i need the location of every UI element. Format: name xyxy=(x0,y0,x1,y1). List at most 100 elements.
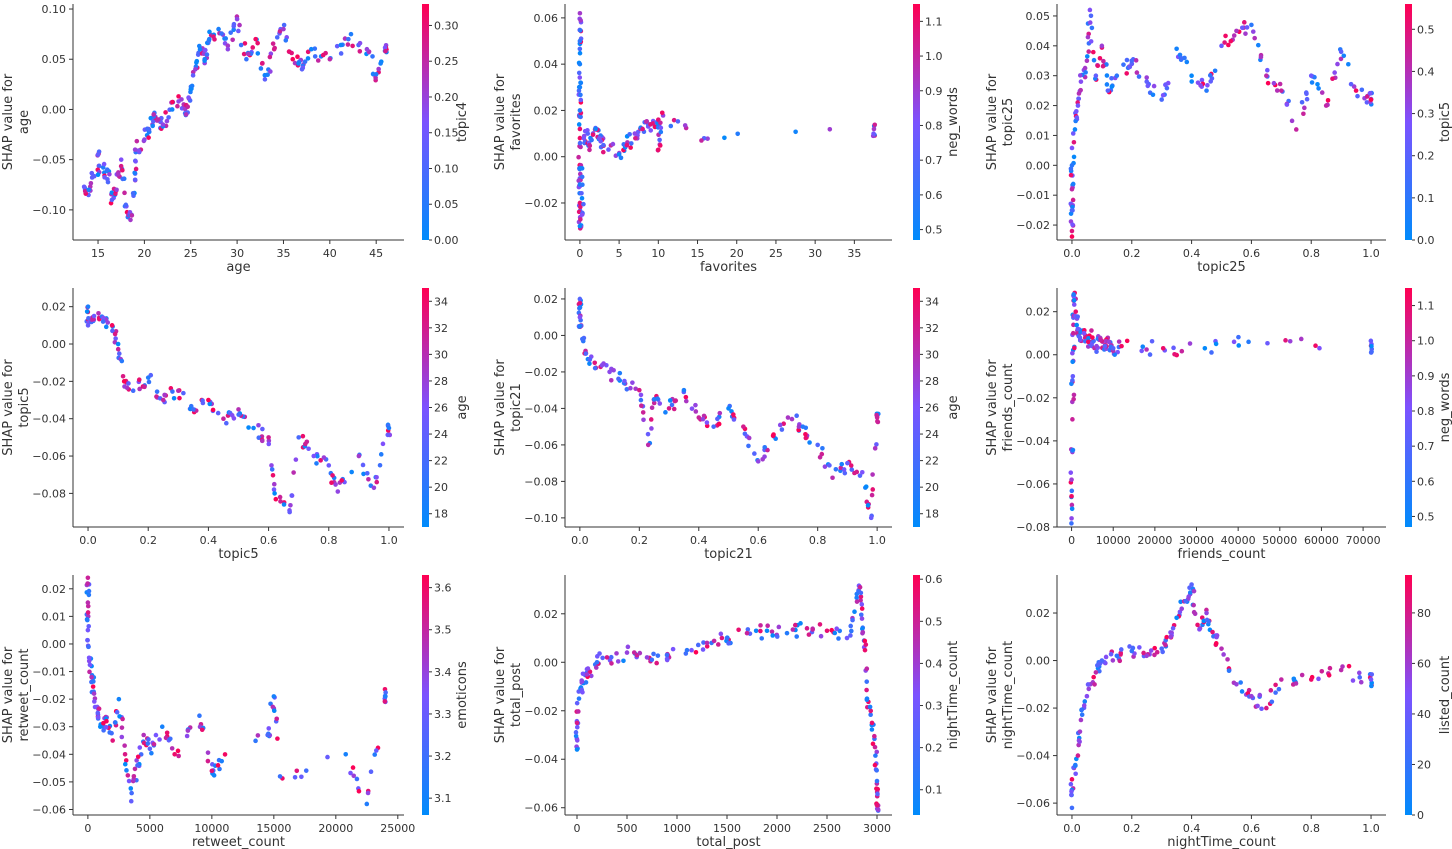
scatter-point xyxy=(715,416,720,422)
scatter-point xyxy=(85,603,91,609)
y-tick-label: 0.00 xyxy=(534,329,559,342)
scatter-point xyxy=(228,30,233,35)
scatter-point xyxy=(875,791,880,797)
y-tick-label: 0.02 xyxy=(534,104,559,117)
scatter-point xyxy=(81,184,87,190)
scatter-point xyxy=(794,413,799,418)
scatter-point xyxy=(131,774,137,779)
scatter-point xyxy=(1068,470,1074,475)
scatter-point xyxy=(1187,341,1193,346)
scatter-point xyxy=(848,463,854,468)
colorbar-tick-label: 0.10 xyxy=(434,162,459,175)
scatter-point xyxy=(185,728,191,733)
scatter-point xyxy=(1283,338,1288,343)
scatter-point xyxy=(637,650,643,656)
scatter-point xyxy=(288,503,293,508)
scatter-point xyxy=(115,171,121,177)
scatter-point xyxy=(290,56,296,62)
scatter-point xyxy=(640,126,645,132)
scatter-point xyxy=(577,300,583,306)
scatter-point xyxy=(1163,642,1168,648)
scatter-point xyxy=(577,135,583,141)
scatter-point xyxy=(181,390,186,396)
scatter-point xyxy=(236,407,241,412)
scatter-point xyxy=(1069,234,1075,239)
scatter-point xyxy=(1116,339,1122,344)
scatter-point xyxy=(1112,352,1118,357)
scatter-point xyxy=(325,754,330,760)
scatter-point xyxy=(1172,351,1177,357)
x-tick-label: 0.6 xyxy=(260,534,278,547)
scatter-point xyxy=(85,600,91,605)
x-tick-label: 15 xyxy=(91,247,105,260)
scatter-point xyxy=(253,36,258,42)
scatter-point xyxy=(1265,80,1271,86)
scatter-point xyxy=(86,187,92,193)
colorbar-tick-label: 26 xyxy=(925,402,939,415)
scatter-point xyxy=(85,323,91,328)
colorbar-tick-label: 0.9 xyxy=(1417,370,1435,383)
scatter-point xyxy=(726,406,731,411)
scatter-point xyxy=(266,435,271,440)
y-tick-label: 0.01 xyxy=(1026,129,1051,142)
scatter-point xyxy=(1091,674,1096,680)
scatter-point xyxy=(132,177,138,183)
x-tick-label: 20000 xyxy=(1137,534,1172,547)
scatter-point xyxy=(1084,54,1090,59)
scatter-point xyxy=(1134,70,1140,75)
scatter-point xyxy=(874,803,880,808)
scatter-point xyxy=(806,632,812,637)
scatter-point xyxy=(615,659,621,664)
x-tick-label: 0 xyxy=(574,822,581,835)
colorbar-tick-label: 0.8 xyxy=(1417,405,1435,418)
scatter-point xyxy=(1154,649,1160,655)
scatter-point xyxy=(368,769,374,775)
scatter-point xyxy=(641,417,646,423)
scatter-point xyxy=(1255,42,1261,48)
scatter-point xyxy=(1316,86,1321,91)
scatter-point xyxy=(1327,665,1333,671)
scatter-point xyxy=(1206,619,1211,624)
colorbar-tick-label: 28 xyxy=(925,375,939,388)
scatter-point xyxy=(609,661,614,666)
scatter-point xyxy=(735,131,741,137)
scatter-point xyxy=(1225,657,1230,662)
scatter-point xyxy=(259,438,265,444)
colorbar-tick-label: 0.4 xyxy=(925,657,943,670)
scatter-point xyxy=(583,680,589,685)
scatter-point xyxy=(326,463,332,468)
scatter-point xyxy=(577,200,583,206)
scatter-point xyxy=(1234,28,1239,34)
scatter-point xyxy=(753,628,759,634)
scatter-point xyxy=(869,720,875,726)
x-axis-label: total_post xyxy=(696,835,760,849)
y-tick-label: −0.04 xyxy=(32,413,66,426)
scatter-point xyxy=(1304,91,1309,97)
scatter-point xyxy=(256,435,262,441)
scatter-point xyxy=(84,309,90,314)
scatter-point xyxy=(374,474,379,480)
scatter-point xyxy=(320,52,326,58)
scatter-point xyxy=(796,424,802,430)
scatter-point xyxy=(1074,108,1079,114)
scatter-point xyxy=(335,489,341,494)
colorbar-gradient xyxy=(422,4,429,240)
x-tick-label: 1.0 xyxy=(1362,822,1380,835)
colorbar-tick-label: 0.7 xyxy=(1417,440,1435,453)
scatter-point xyxy=(578,28,583,33)
scatter-point xyxy=(696,415,702,420)
scatter-point xyxy=(1114,73,1120,78)
scatter-point xyxy=(638,397,644,403)
scatter-point xyxy=(752,451,757,456)
scatter-point xyxy=(271,694,277,699)
scatter-point xyxy=(1191,609,1197,615)
scatter-point xyxy=(1355,93,1360,99)
scatter-point xyxy=(1088,39,1094,44)
colorbar-tick-label: 28 xyxy=(434,375,448,388)
colorbar-tick-label: 32 xyxy=(434,322,448,335)
x-tick-label: 0.6 xyxy=(1243,822,1261,835)
scatter-point xyxy=(656,147,661,153)
x-tick-label: 1.0 xyxy=(868,534,886,547)
colorbar: 0 20 40 60 80 listed_count xyxy=(1405,575,1452,822)
scatter-points xyxy=(1068,290,1375,526)
